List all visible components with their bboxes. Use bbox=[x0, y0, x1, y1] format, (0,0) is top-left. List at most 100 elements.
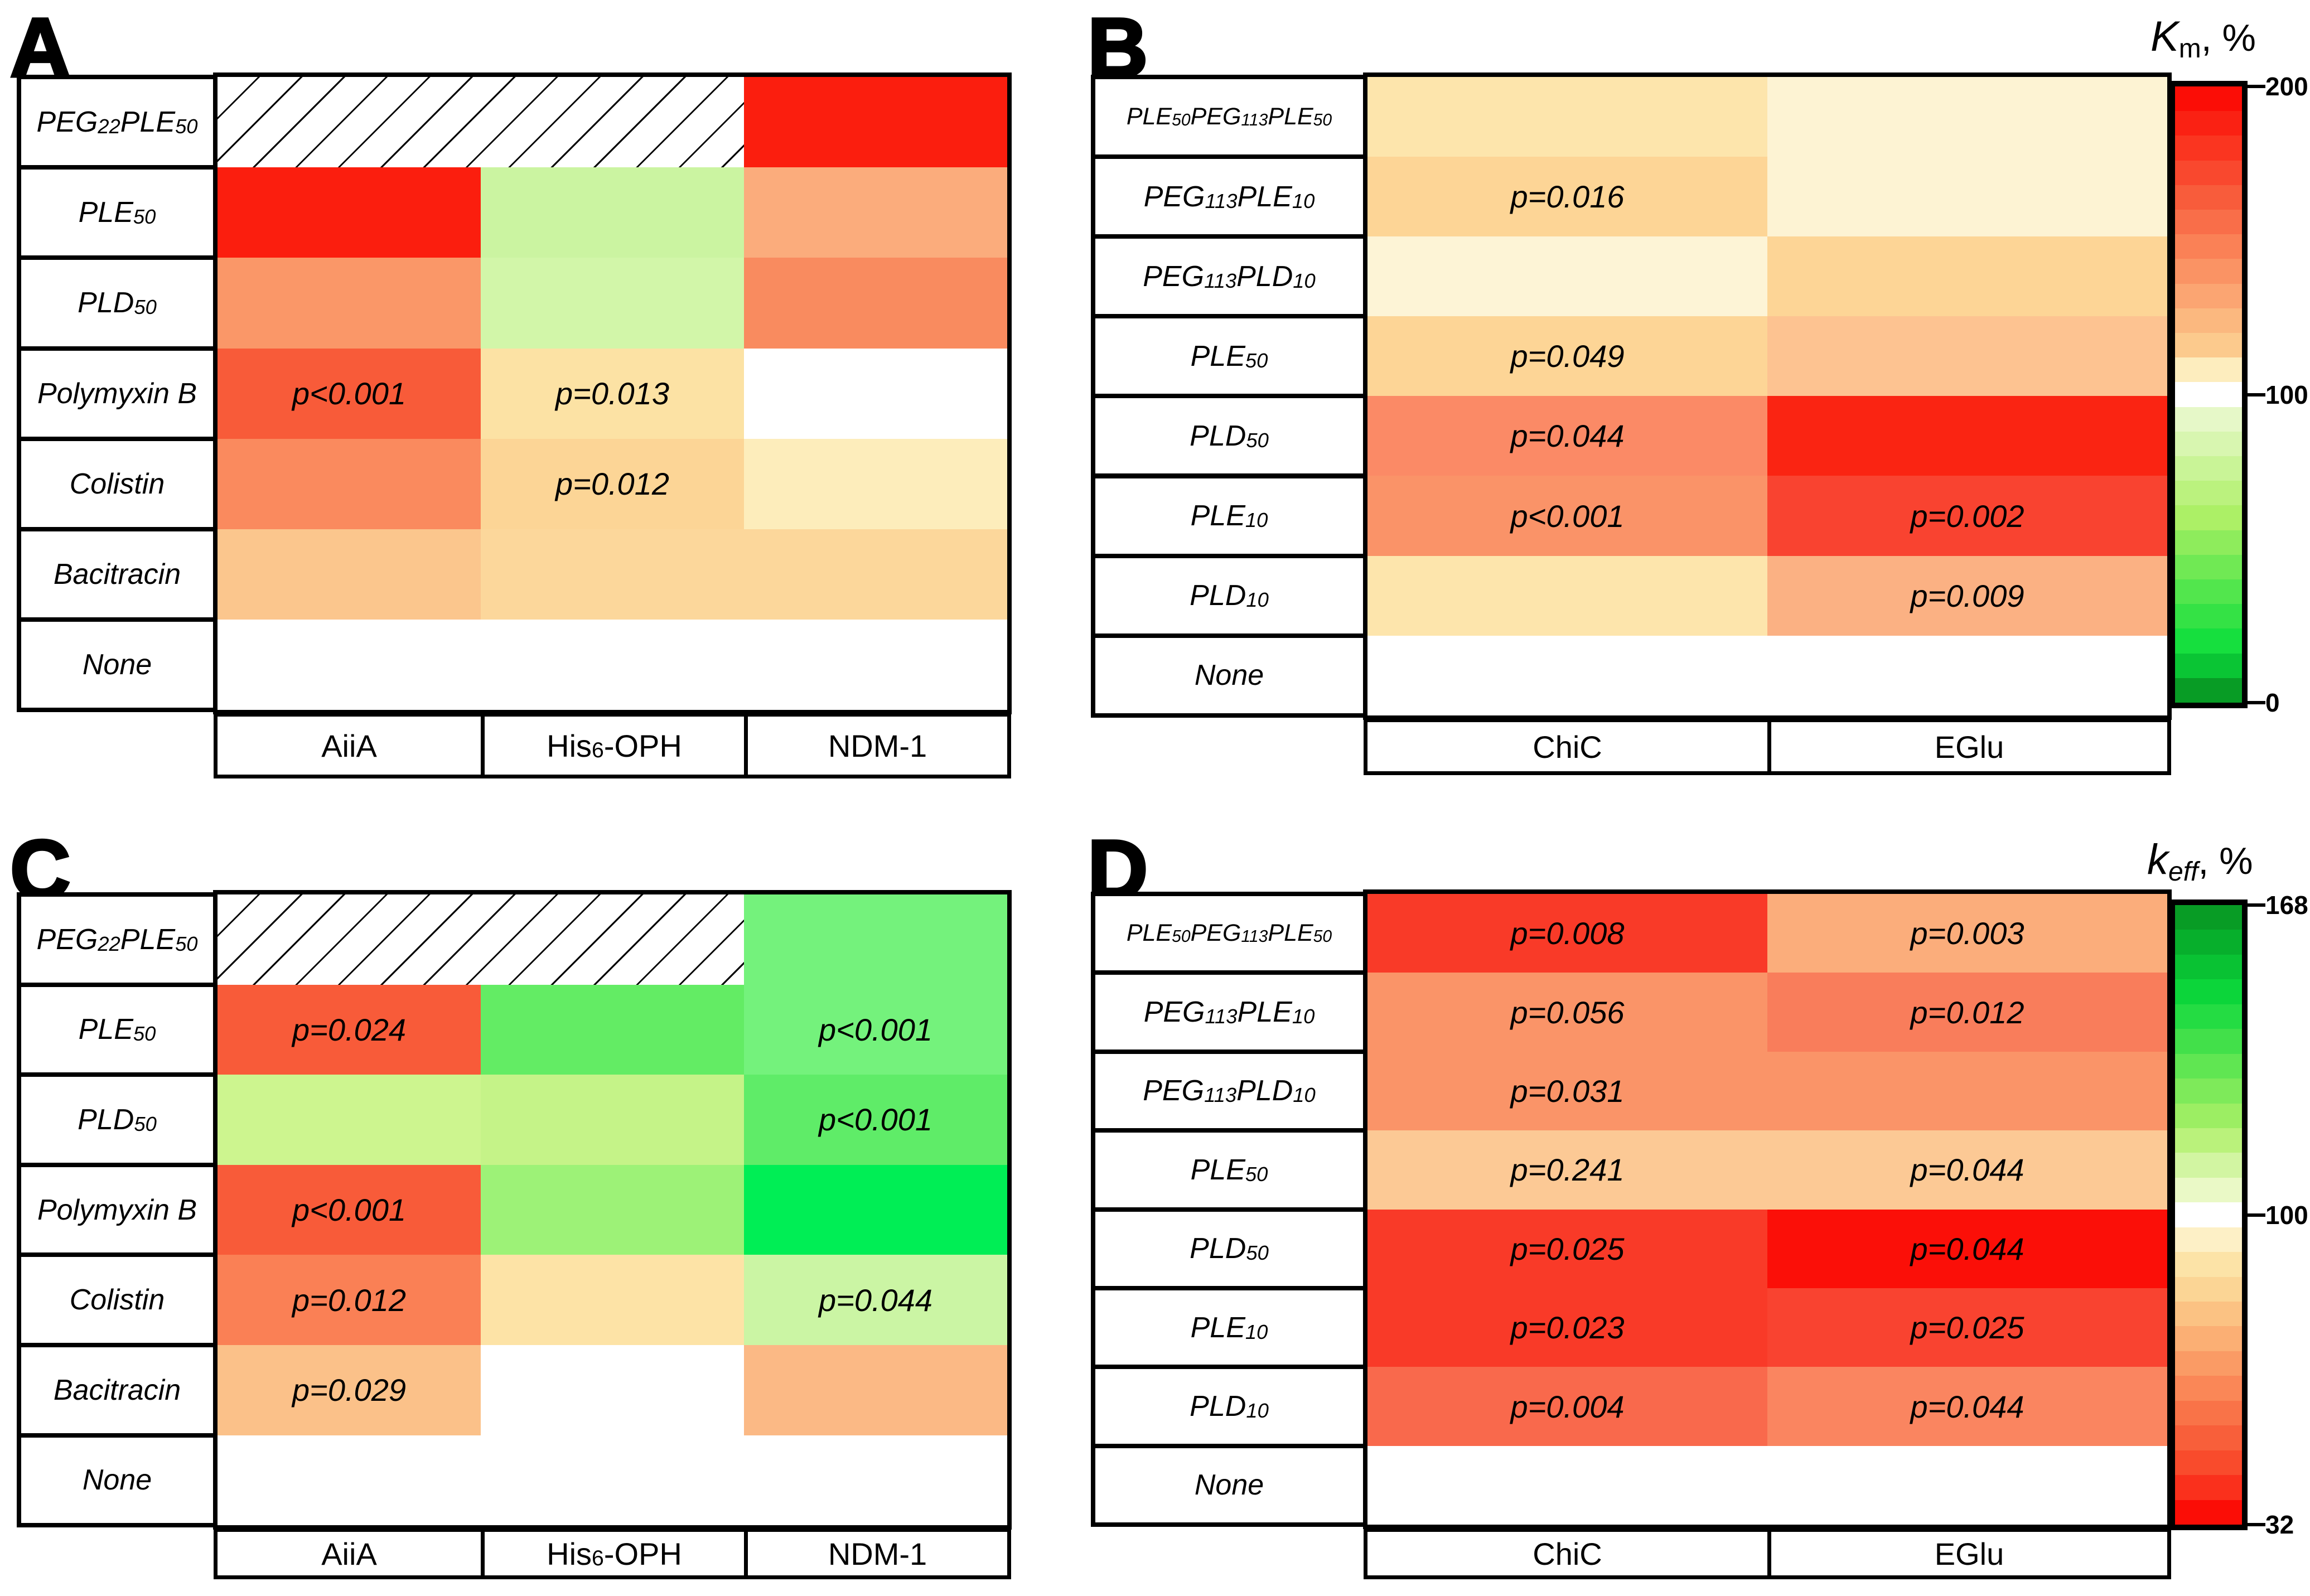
heatmap-cell-C-r3-c2 bbox=[481, 1075, 744, 1165]
heatmap-cell-C-r6-c1: p=0.029 bbox=[218, 1344, 481, 1435]
heatmap-grid-D: p=0.008 p=0.003 p=0.056 p=0.012 p=0.031 p=0.2… bbox=[1363, 889, 2172, 1530]
row-label-A-Colistin: Colistin bbox=[17, 436, 218, 531]
row-label-B-PLE50: PLE 50 bbox=[1091, 314, 1367, 399]
heatmap-cell-C-r2-c3: p<0.001 bbox=[744, 984, 1007, 1075]
colorbar-km-band-23 bbox=[2175, 628, 2242, 654]
colorbar-keff-band-16 bbox=[2175, 1276, 2242, 1302]
heatmap-grid-B: p=0.016 p=0.049 p=0.044 p<0.001 p=0.002 p=0.0… bbox=[1363, 72, 2172, 720]
heatmap-cell-C-r4-c1: p<0.001 bbox=[218, 1164, 481, 1255]
row-label-D-PLE50PEG113PLE50: PLE 50 PEG 113 PLE 50 bbox=[1091, 892, 1367, 975]
row-label-D-PLE50: PLE 50 bbox=[1091, 1128, 1367, 1212]
colorbar-km-band-13 bbox=[2175, 382, 2242, 407]
row-label-A-PLE50: PLE 50 bbox=[17, 165, 218, 260]
heatmap-cell-A-r6-c2 bbox=[481, 529, 744, 620]
column-label-C-NDM-1: NDM-1 bbox=[744, 1532, 1007, 1575]
heatmap-cell-D-r8-c2 bbox=[1767, 1445, 2167, 1525]
heatmap-cell-C-r6-c3 bbox=[744, 1344, 1007, 1435]
row-label-C-Polymyxin-B: Polymyxin B bbox=[17, 1162, 218, 1258]
colorbar-km-band-7 bbox=[2175, 234, 2242, 259]
heatmap-cell-B-r6-c1: p<0.001 bbox=[1367, 476, 1767, 556]
heatmap-cell-C-r5-c2 bbox=[481, 1255, 744, 1345]
heatmap-cell-B-r7-c1 bbox=[1367, 555, 1767, 636]
colorbar-km-ticklabel-200: 200 bbox=[2265, 72, 2308, 101]
row-label-B-None: None bbox=[1091, 633, 1367, 718]
colorbar-km-band-14 bbox=[2175, 407, 2242, 432]
colorbar-km-ticklabel-100: 100 bbox=[2265, 380, 2308, 409]
heatmap-cell-D-r5-c2: p=0.044 bbox=[1767, 1209, 2167, 1288]
colorbar-km-tick-200 bbox=[2246, 85, 2265, 88]
colorbar-keff-band-24 bbox=[2175, 1475, 2242, 1500]
column-label-B-ChiC: ChiC bbox=[1533, 729, 1602, 765]
colorbar-km-ticklabel-0: 0 bbox=[2265, 688, 2280, 717]
p-value-D-r5-c2: p=0.044 bbox=[1910, 1231, 2024, 1266]
colorbar-km-band-9 bbox=[2175, 283, 2242, 308]
heatmap-cell-D-r2-c2: p=0.012 bbox=[1767, 973, 2167, 1052]
p-value-D-r7-c1: p=0.004 bbox=[1510, 1389, 1625, 1424]
heatmap-cell-A-r7-c2 bbox=[481, 620, 744, 710]
colorbar-km bbox=[2169, 81, 2248, 708]
colorbar-keff-band-14 bbox=[2175, 1227, 2242, 1252]
heatmap-cell-C-r6-c2 bbox=[481, 1344, 744, 1435]
p-value-B-r6-c2: p=0.002 bbox=[1910, 498, 2024, 534]
colorbar-km-tick-0 bbox=[2246, 701, 2265, 704]
heatmap-cell-A-r2-c3 bbox=[744, 167, 1007, 258]
heatmap-cell-A-r5-c3 bbox=[744, 438, 1007, 529]
heatmap-cell-A-r4-c1: p<0.001 bbox=[218, 348, 481, 439]
heatmap-cell-B-r7-c2: p=0.009 bbox=[1767, 555, 2167, 636]
row-label-B-PLE50PEG113PLE50: PLE 50 PEG 113 PLE 50 bbox=[1091, 75, 1367, 159]
heatmap-cell-B-r2-c1: p=0.016 bbox=[1367, 157, 1767, 237]
heatmap-cell-A-r2-c2 bbox=[481, 167, 744, 258]
colorbar-title-keff: keff, % bbox=[2147, 836, 2253, 887]
heatmap-cell-D-r1-c2: p=0.003 bbox=[1767, 894, 2167, 973]
heatmap-cell-B-r5-c2 bbox=[1767, 396, 2167, 476]
p-value-A-r4-c2: p=0.013 bbox=[555, 376, 669, 412]
heatmap-cell-A-r1-c2 bbox=[744, 77, 1007, 168]
heatmap-cell-C-r7-c3 bbox=[744, 1435, 1007, 1526]
row-label-C-PEG22PLE50: PEG 22 PLE 50 bbox=[17, 892, 218, 987]
colorbar-keff-band-13 bbox=[2175, 1202, 2242, 1227]
colorbar-km-band-3 bbox=[2175, 136, 2242, 161]
colorbar-keff-band-23 bbox=[2175, 1450, 2242, 1476]
heatmap-cell-A-r2-c1 bbox=[218, 167, 481, 258]
colorbar-keff-band-6 bbox=[2175, 1029, 2242, 1054]
column-label-A-NDM-1: NDM-1 bbox=[744, 717, 1007, 775]
colorbar-keff-band-17 bbox=[2175, 1302, 2242, 1327]
p-value-D-r6-c1: p=0.023 bbox=[1510, 1310, 1625, 1346]
row-label-A-Bacitracin: Bacitracin bbox=[17, 527, 218, 622]
colorbar-km-band-20 bbox=[2175, 554, 2242, 580]
colorbar-keff-band-19 bbox=[2175, 1351, 2242, 1376]
colorbar-keff-band-7 bbox=[2175, 1053, 2242, 1079]
colorbar-keff-band-8 bbox=[2175, 1078, 2242, 1104]
colorbar-km-band-8 bbox=[2175, 259, 2242, 284]
p-value-D-r4-c2: p=0.044 bbox=[1910, 1152, 2024, 1188]
heatmap-cell-A-r4-c2: p=0.013 bbox=[481, 348, 744, 439]
heatmap-cell-A-r3-c2 bbox=[481, 258, 744, 349]
heatmap-cell-A-r7-c1 bbox=[218, 620, 481, 710]
colorbar-keff-band-22 bbox=[2175, 1425, 2242, 1450]
row-label-B-PLD50: PLD 50 bbox=[1091, 394, 1367, 478]
heatmap-cell-B-r3-c1 bbox=[1367, 236, 1767, 317]
colorbar-km-band-11 bbox=[2175, 333, 2242, 358]
column-label-A-AiiA: AiiA bbox=[321, 728, 377, 763]
colorbar-keff-band-4 bbox=[2175, 979, 2242, 1004]
colorbar-km-band-2 bbox=[2175, 111, 2242, 136]
heatmap-cell-C-r4-c3 bbox=[744, 1164, 1007, 1255]
colorbar-keff-ticklabel-100: 100 bbox=[2265, 1200, 2308, 1230]
heatmap-cell-D-r6-c2: p=0.025 bbox=[1767, 1288, 2167, 1367]
heatmap-cell-D-r5-c1: p=0.025 bbox=[1367, 1209, 1767, 1288]
colorbar-keff-band-1 bbox=[2175, 905, 2242, 930]
row-label-C-PLE50: PLE 50 bbox=[17, 982, 218, 1077]
colorbar-keff bbox=[2169, 899, 2248, 1530]
row-label-B-PEG113PLE10: PEG 113 PLE 10 bbox=[1091, 154, 1367, 239]
p-value-C-r4-c1: p<0.001 bbox=[292, 1192, 406, 1228]
heatmap-cell-D-r6-c1: p=0.023 bbox=[1367, 1288, 1767, 1367]
row-label-C-Colistin: Colistin bbox=[17, 1252, 218, 1347]
heatmap-cell-B-r4-c1: p=0.049 bbox=[1367, 316, 1767, 396]
colorbar-keff-band-15 bbox=[2175, 1252, 2242, 1277]
heatmap-cell-C-r2-c2 bbox=[481, 984, 744, 1075]
p-value-B-r4-c1: p=0.049 bbox=[1510, 338, 1625, 374]
p-value-C-r2-c1: p=0.024 bbox=[292, 1012, 406, 1047]
column-label-D-EGlu: EGlu bbox=[1767, 1532, 2167, 1575]
column-header-B: ChiC EGlu bbox=[1364, 718, 2171, 775]
colorbar-km-band-16 bbox=[2175, 456, 2242, 481]
